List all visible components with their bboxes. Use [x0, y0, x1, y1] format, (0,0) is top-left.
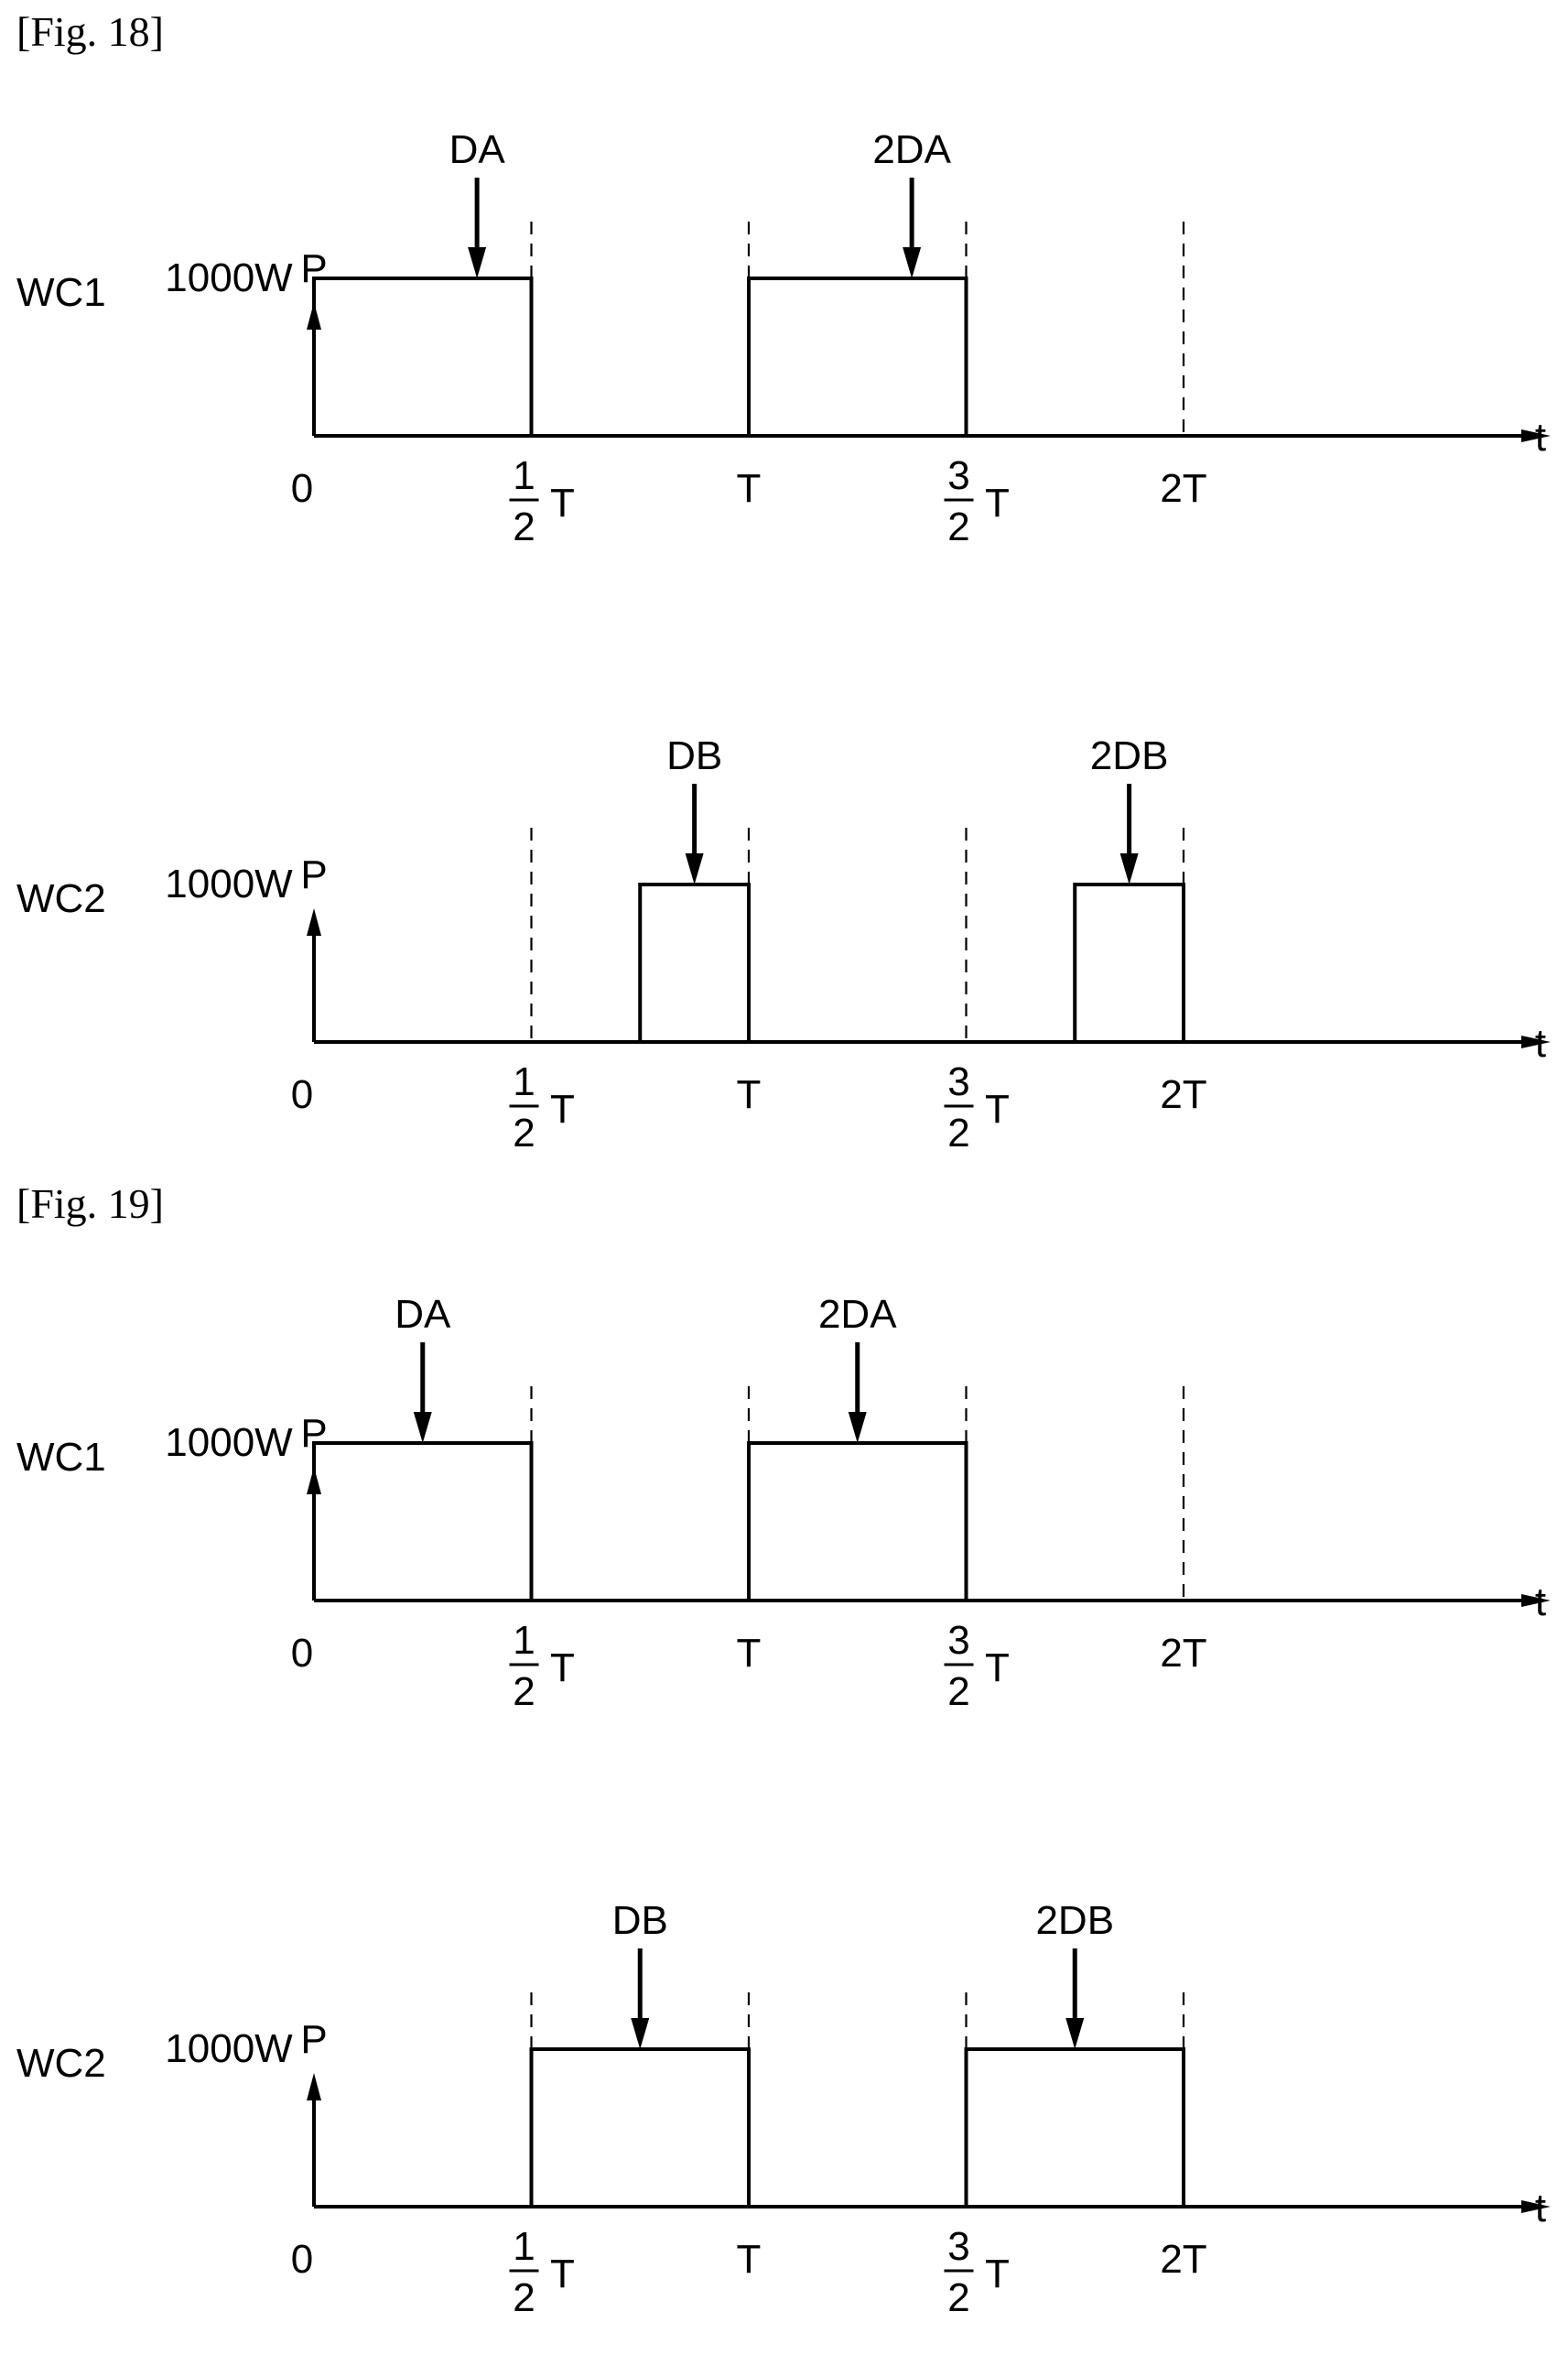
x-axis-label: t — [1535, 1021, 1546, 1066]
power-pulse — [747, 1441, 968, 1601]
tick-label: T — [737, 1631, 762, 1676]
tick-label-unit: T — [550, 1645, 575, 1690]
tick-label-numerator: 1 — [513, 1059, 535, 1104]
tick-label-unit: T — [550, 481, 575, 526]
pulse-marker-label: 2DA — [818, 1292, 897, 1337]
tick-label-numerator: 1 — [513, 1618, 535, 1663]
power-pulse — [1073, 883, 1185, 1042]
pulse-marker-label: DA — [395, 1292, 451, 1337]
pulse-marker-arrowhead — [631, 2018, 650, 2049]
x-axis-label: t — [1535, 2186, 1546, 2230]
tick-label: 0 — [291, 466, 313, 511]
power-pulse — [312, 1441, 534, 1601]
pulse-marker-label: DB — [666, 733, 722, 778]
pulse-marker-label: 2DA — [872, 127, 951, 172]
tick-label: 2T — [1160, 2237, 1206, 2282]
pulse-marker-arrowhead — [468, 247, 487, 278]
tick-label-denominator: 2 — [947, 1669, 969, 1714]
tick-label-unit: T — [985, 1645, 1010, 1690]
tick-label-numerator: 3 — [947, 1059, 969, 1104]
tick-label-numerator: 1 — [513, 453, 535, 498]
y-axis-label: P — [300, 2017, 327, 2062]
power-pulse — [529, 2047, 751, 2207]
tick-label-unit: T — [550, 2252, 575, 2296]
tick-label-denominator: 2 — [513, 505, 535, 549]
power-level-label: 1000W — [165, 2026, 293, 2071]
pulse-marker-label: DA — [449, 127, 506, 172]
tick-label-numerator: 3 — [947, 1618, 969, 1663]
tick-label: 0 — [291, 1072, 313, 1117]
pulse-marker-arrowhead — [1119, 853, 1139, 884]
x-axis-arrowhead — [1521, 2200, 1551, 2213]
power-pulse — [638, 883, 751, 1042]
pulse-marker-arrowhead — [413, 1412, 432, 1443]
tick-label-unit: T — [985, 2252, 1010, 2296]
x-axis-arrowhead — [1521, 429, 1551, 442]
pulse-marker-arrowhead — [685, 853, 704, 884]
power-level-label: 1000W — [165, 1420, 293, 1465]
tick-label: T — [737, 466, 762, 511]
channel-label: WC1 — [16, 270, 106, 315]
x-axis-label: t — [1535, 415, 1546, 460]
tick-label-unit: T — [985, 1087, 1010, 1132]
tick-label: 0 — [291, 2237, 313, 2282]
power-level-label: 1000W — [165, 862, 293, 906]
y-axis-arrowhead — [307, 2073, 321, 2100]
pulse-marker-arrowhead — [903, 247, 922, 278]
tick-label-unit: T — [985, 481, 1010, 526]
x-axis-arrowhead — [1521, 1036, 1551, 1048]
tick-label-denominator: 2 — [513, 1111, 535, 1156]
tick-label: T — [737, 1072, 762, 1117]
tick-label-denominator: 2 — [947, 1111, 969, 1156]
tick-label: 2T — [1160, 466, 1206, 511]
pulse-marker-label: 2DB — [1090, 733, 1169, 778]
tick-label-numerator: 1 — [513, 2224, 535, 2269]
power-level-label: 1000W — [165, 255, 293, 300]
tick-label: T — [737, 2237, 762, 2282]
channel-label: WC2 — [16, 2041, 106, 2086]
tick-label-unit: T — [550, 1087, 575, 1132]
y-axis-label: P — [300, 852, 327, 897]
tick-label-denominator: 2 — [513, 2275, 535, 2320]
power-pulse — [312, 277, 534, 436]
tick-label: 2T — [1160, 1072, 1206, 1117]
tick-label-numerator: 3 — [947, 2224, 969, 2269]
power-pulse — [747, 277, 968, 436]
channel-label: WC1 — [16, 1435, 106, 1480]
tick-label-denominator: 2 — [947, 505, 969, 549]
power-pulse — [964, 2047, 1185, 2207]
x-axis-label: t — [1535, 1579, 1546, 1624]
tick-label-denominator: 2 — [513, 1669, 535, 1714]
x-axis-arrowhead — [1521, 1594, 1551, 1607]
channel-label: WC2 — [16, 876, 106, 921]
figure-label: [Fig. 18] — [16, 8, 164, 55]
tick-label-denominator: 2 — [947, 2275, 969, 2320]
y-axis-arrowhead — [307, 908, 321, 936]
pulse-marker-arrowhead — [1065, 2018, 1085, 2049]
figure-label: [Fig. 19] — [16, 1180, 164, 1227]
pulse-marker-label: DB — [612, 1898, 668, 1943]
tick-label: 2T — [1160, 1631, 1206, 1676]
pulse-marker-arrowhead — [848, 1412, 867, 1443]
pulse-marker-label: 2DB — [1035, 1898, 1114, 1943]
tick-label: 0 — [291, 1631, 313, 1676]
tick-label-numerator: 3 — [947, 453, 969, 498]
